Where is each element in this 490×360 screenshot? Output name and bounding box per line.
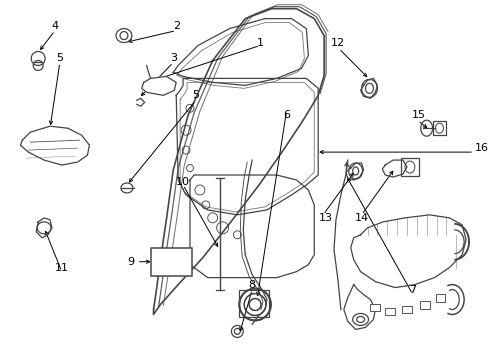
Bar bbox=[436, 293, 445, 302]
Text: 13: 13 bbox=[319, 213, 333, 223]
Text: 15: 15 bbox=[412, 110, 426, 120]
Bar bbox=[150, 248, 192, 276]
Text: 7: 7 bbox=[409, 284, 416, 294]
Polygon shape bbox=[351, 215, 466, 288]
Text: 1: 1 bbox=[257, 37, 264, 48]
Text: 12: 12 bbox=[331, 37, 345, 48]
Text: 16: 16 bbox=[475, 143, 489, 153]
Text: 4: 4 bbox=[51, 21, 58, 31]
Bar bbox=[420, 301, 430, 309]
Text: 6: 6 bbox=[283, 110, 290, 120]
Text: 9: 9 bbox=[127, 257, 134, 267]
Bar bbox=[370, 303, 380, 311]
Text: 8: 8 bbox=[248, 280, 256, 289]
Polygon shape bbox=[21, 126, 90, 165]
Polygon shape bbox=[344, 285, 375, 329]
Text: 3: 3 bbox=[170, 54, 177, 63]
Text: 14: 14 bbox=[355, 213, 368, 223]
Bar bbox=[433, 121, 446, 135]
Text: 5: 5 bbox=[193, 90, 199, 100]
Bar bbox=[402, 306, 412, 314]
Bar bbox=[239, 289, 269, 318]
Text: 11: 11 bbox=[55, 263, 69, 273]
Text: 10: 10 bbox=[176, 177, 190, 187]
Text: 5: 5 bbox=[56, 54, 63, 63]
Text: 2: 2 bbox=[172, 21, 180, 31]
Bar bbox=[385, 307, 395, 315]
Polygon shape bbox=[142, 76, 176, 95]
Bar bbox=[401, 158, 419, 176]
